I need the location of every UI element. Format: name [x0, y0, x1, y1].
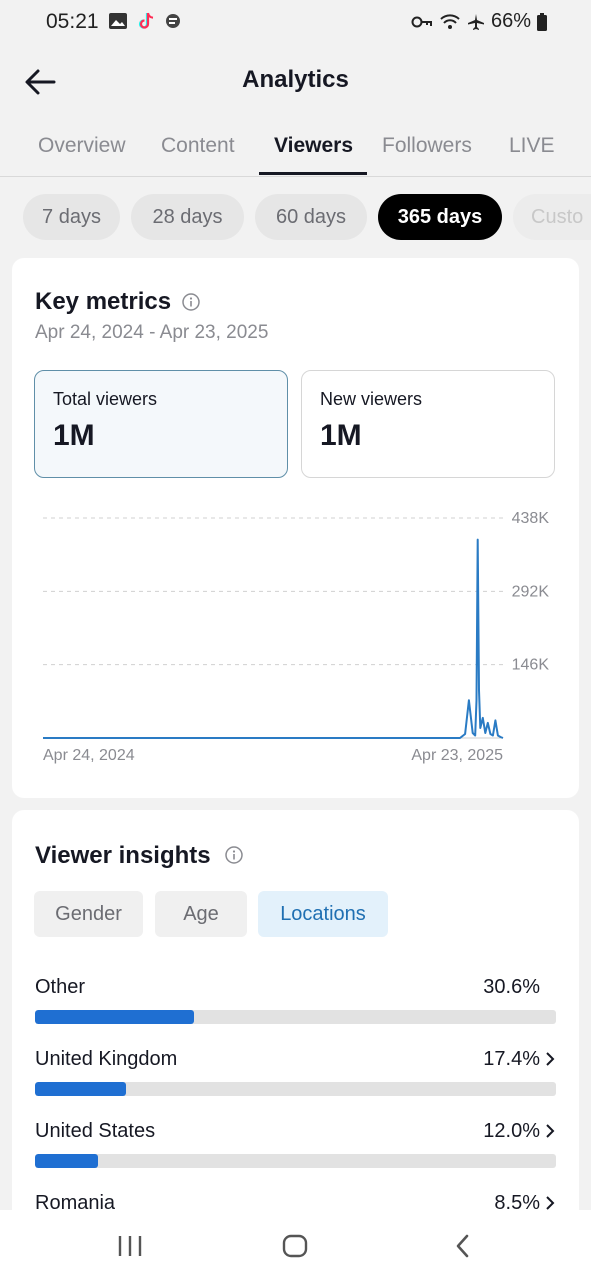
- y-tick-label: 292K: [512, 583, 550, 600]
- location-bar-fill: [35, 1010, 195, 1024]
- location-bar-track: [35, 1154, 556, 1168]
- range-custom[interactable]: Custo: [513, 194, 591, 240]
- location-bar-track: [35, 1082, 556, 1096]
- location-name: Other: [35, 976, 86, 998]
- total-viewers-value: 1M: [53, 419, 95, 452]
- info-icon[interactable]: [182, 293, 200, 311]
- location-percent: 12.0%: [483, 1120, 540, 1142]
- key-metrics-card: Key metrics Apr 24, 2024 - Apr 23, 2025 …: [12, 258, 579, 798]
- range-60-days[interactable]: 60 days: [255, 194, 367, 240]
- location-bar-track: [35, 1010, 556, 1024]
- chevron-right-icon[interactable]: [544, 1050, 556, 1068]
- page-title: Analytics: [242, 66, 349, 93]
- viewers-line-chart[interactable]: 438K 292K 146K Apr 24, 2024 Apr 23, 2025: [12, 502, 579, 772]
- back-nav-icon[interactable]: [450, 1230, 476, 1262]
- location-row[interactable]: United States 12.0%: [35, 1120, 556, 1180]
- x-end-label: Apr 23, 2025: [411, 747, 503, 764]
- gallery-icon: [109, 13, 127, 29]
- key-metrics-title: Key metrics: [35, 288, 172, 315]
- location-row: Other 30.6%: [35, 976, 556, 1036]
- y-tick-label: 146K: [512, 657, 550, 674]
- location-name: United States: [35, 1120, 156, 1142]
- notification-icons: [108, 11, 182, 31]
- location-percent: 17.4%: [483, 1048, 540, 1070]
- tab-content[interactable]: Content: [161, 134, 235, 157]
- tab-viewers[interactable]: Viewers: [274, 134, 354, 157]
- segment-gender[interactable]: Gender: [34, 891, 143, 937]
- metrics-date-range: Apr 24, 2024 - Apr 23, 2025: [35, 322, 269, 343]
- status-time: 05:21: [46, 10, 99, 33]
- segment-locations[interactable]: Locations: [258, 891, 388, 937]
- recent-apps-icon[interactable]: [117, 1230, 143, 1262]
- range-7-days[interactable]: 7 days: [23, 194, 120, 240]
- location-name: Romania: [35, 1192, 116, 1214]
- analytics-tabs: Overview Content Viewers Followers LIVE: [0, 124, 591, 177]
- info-icon[interactable]: [225, 846, 243, 864]
- chevron-right-icon[interactable]: [544, 1194, 556, 1212]
- app-header: Analytics: [0, 44, 591, 124]
- x-start-label: Apr 24, 2024: [43, 747, 135, 764]
- location-bar-fill: [35, 1154, 98, 1168]
- total-viewers-card[interactable]: Total viewers 1M: [34, 370, 288, 478]
- location-bar-fill: [35, 1082, 126, 1096]
- new-viewers-card[interactable]: New viewers 1M: [301, 370, 555, 478]
- date-range-selector: 7 days 28 days 60 days 365 days Custo: [0, 194, 591, 242]
- system-icons: 66%: [411, 10, 547, 33]
- tiktok-icon: [138, 12, 154, 29]
- location-name: United Kingdom: [35, 1048, 178, 1070]
- back-arrow-icon[interactable]: [22, 64, 58, 100]
- status-bar: 05:21 66%: [0, 0, 591, 44]
- tab-live[interactable]: LIVE: [509, 134, 555, 157]
- viewers-series-line: [43, 538, 504, 739]
- chevron-right-icon[interactable]: [544, 1122, 556, 1140]
- total-viewers-label: Total viewers: [53, 389, 158, 409]
- new-viewers-value: 1M: [320, 419, 362, 452]
- chat-app-icon: [166, 14, 180, 28]
- y-tick-label: 438K: [512, 510, 550, 527]
- airplane-icon: [467, 13, 484, 30]
- wifi-icon: [440, 13, 460, 29]
- viewer-insights-title: Viewer insights: [35, 842, 211, 869]
- location-percent: 30.6%: [483, 976, 540, 998]
- range-28-days[interactable]: 28 days: [131, 194, 244, 240]
- location-percent: 8.5%: [494, 1192, 540, 1214]
- range-365-days[interactable]: 365 days: [378, 194, 502, 240]
- segment-age[interactable]: Age: [155, 891, 247, 937]
- viewer-insights-card: Viewer insights Gender Age Locations Oth…: [12, 810, 579, 1240]
- location-row[interactable]: United Kingdom 17.4%: [35, 1048, 556, 1108]
- tab-followers[interactable]: Followers: [382, 134, 472, 157]
- tab-overview[interactable]: Overview: [38, 134, 126, 157]
- vpn-key-icon: [411, 16, 432, 27]
- active-tab-indicator: [259, 172, 367, 175]
- battery-percent: 66%: [490, 10, 531, 32]
- battery-icon: [537, 12, 547, 31]
- home-icon[interactable]: [282, 1230, 308, 1262]
- new-viewers-label: New viewers: [320, 389, 423, 409]
- system-nav-bar: [0, 1210, 591, 1280]
